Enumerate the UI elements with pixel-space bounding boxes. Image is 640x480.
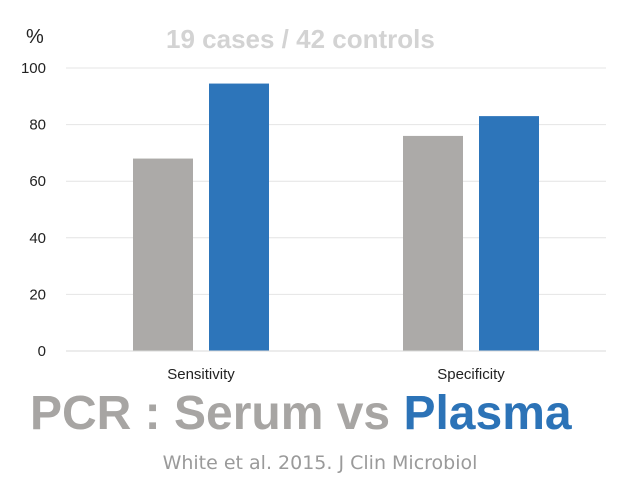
y-tick-label: 0 bbox=[38, 343, 46, 360]
y-axis-unit-label: % bbox=[26, 26, 44, 48]
citation: White et al. 2015. J Clin Microbiol bbox=[162, 452, 478, 474]
bar-sensitivity-series-1 bbox=[133, 158, 193, 351]
y-tick-label: 80 bbox=[29, 117, 46, 134]
x-tick-label-specificity: Specificity bbox=[437, 366, 505, 383]
chart-subtitle: 19 cases / 42 controls bbox=[166, 24, 435, 54]
bar-specificity-series-2 bbox=[479, 116, 539, 351]
bar-sensitivity-series-2 bbox=[209, 83, 269, 351]
bars bbox=[133, 83, 539, 351]
x-axis-ticks: Sensitivity Specificity bbox=[167, 366, 505, 383]
y-axis-ticks: 0 20 40 60 80 100 bbox=[21, 60, 46, 360]
y-tick-label: 40 bbox=[29, 230, 46, 247]
x-tick-label-sensitivity: Sensitivity bbox=[167, 366, 235, 383]
y-tick-label: 100 bbox=[21, 60, 46, 77]
y-tick-label: 60 bbox=[29, 173, 46, 190]
headline: PCR : Serum vs Plasma bbox=[30, 386, 572, 442]
bar-chart: 0 20 40 60 80 100 Sensitivity Specificity bbox=[21, 60, 606, 383]
bar-specificity-series-1 bbox=[403, 135, 463, 351]
headline-serum-text: PCR : Serum vs bbox=[30, 387, 404, 440]
headline-plasma-text: Plasma bbox=[403, 387, 572, 440]
y-tick-label: 20 bbox=[29, 286, 46, 303]
